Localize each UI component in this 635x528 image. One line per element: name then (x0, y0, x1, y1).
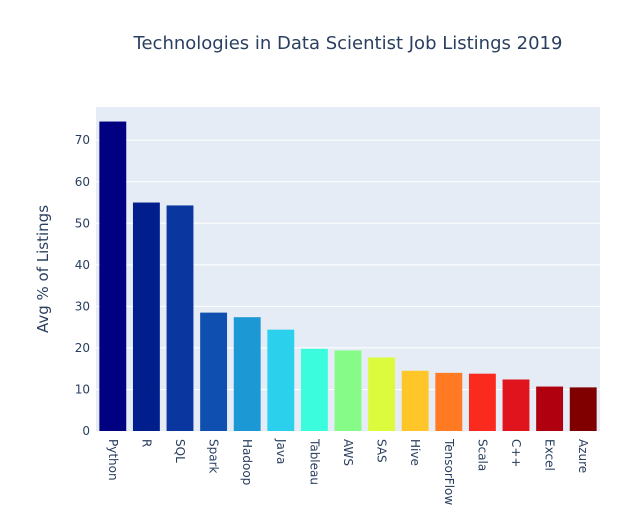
bars (99, 121, 597, 432)
x-tick-label: C++ (509, 439, 523, 468)
y-axis-title: Avg % of Listings (34, 205, 52, 333)
y-tick-label: 20 (75, 341, 90, 355)
x-tick-label: SAS (375, 439, 389, 463)
bar-tensorflow (435, 372, 463, 431)
x-tick-label: Hadoop (240, 439, 254, 485)
x-tick-label: Excel (543, 439, 557, 471)
x-tick-label: Python (106, 439, 120, 481)
bar-aws (334, 350, 362, 431)
y-tick-label: 50 (75, 216, 90, 230)
bar-azure (569, 387, 597, 431)
bar-scala (468, 373, 496, 431)
y-tick-label: 0 (82, 424, 90, 438)
bar-hive (401, 370, 429, 431)
y-tick-label: 70 (75, 133, 90, 147)
bar-tableau (300, 348, 328, 431)
bar-sas (368, 357, 396, 431)
x-tick-label: SQL (173, 439, 187, 463)
x-tick-label: Scala (475, 439, 489, 471)
x-tick-label: Tableau (307, 438, 321, 485)
bar-java (267, 329, 295, 431)
bar-sql (166, 205, 194, 431)
y-tick-label: 40 (75, 258, 90, 272)
x-tick-label: Hive (408, 439, 422, 466)
bar-python (99, 121, 127, 432)
bar-c- (502, 379, 530, 431)
y-tick-label: 60 (75, 175, 90, 189)
y-tick-label: 10 (75, 382, 90, 396)
x-tick-label: Azure (576, 439, 590, 473)
x-tick-label: R (139, 439, 153, 447)
chart-title: Technologies in Data Scientist Job Listi… (133, 33, 563, 54)
bar-r (132, 202, 160, 431)
bar-excel (536, 386, 564, 431)
y-tick-label: 30 (75, 299, 90, 313)
x-tick-label: TensorFlow (442, 438, 456, 505)
x-tick-label: Java (274, 438, 288, 464)
x-tick-label: Spark (207, 439, 221, 474)
bar-spark (200, 312, 228, 431)
x-axis-ticks: Python R SQL Spark Hadoop Java Tableau AWS SAS Hi… (106, 438, 590, 505)
bar-hadoop (233, 317, 261, 431)
y-axis-ticks: 0 10 20 30 40 50 60 70 (75, 133, 90, 438)
x-tick-label: AWS (341, 439, 355, 466)
